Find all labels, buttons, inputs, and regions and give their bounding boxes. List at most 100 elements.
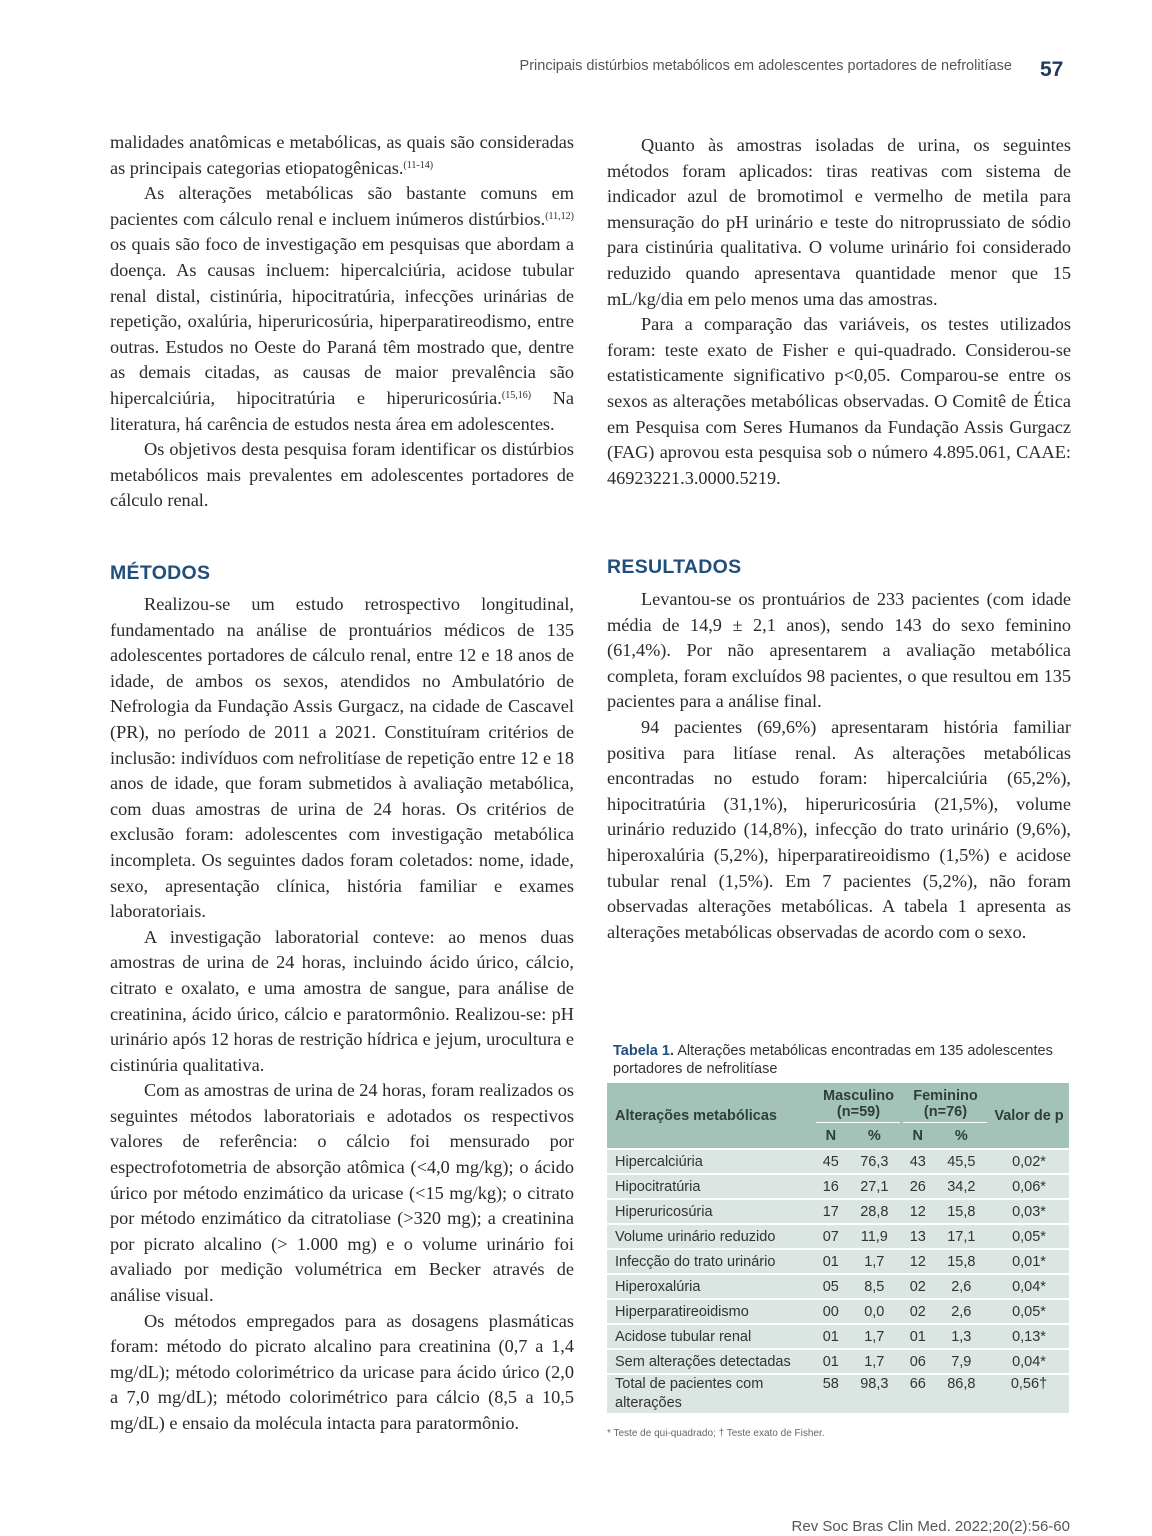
cell-female-n: 02: [901, 1298, 934, 1324]
col-header-female: Feminino (n=76): [903, 1088, 988, 1123]
cell-alteration: Infecção do trato urinário: [607, 1248, 815, 1274]
cell-male-pct: 1,7: [846, 1323, 902, 1349]
cell-female-pct: 17,1: [933, 1223, 989, 1249]
cell-pvalue: 0,02*: [989, 1148, 1069, 1174]
cell-female-pct: 86,8: [933, 1373, 989, 1413]
col-header-pvalue: Valor de p: [989, 1083, 1069, 1149]
cell-male-n: 58: [815, 1373, 847, 1413]
cell-male-pct: 11,9: [846, 1223, 902, 1249]
cell-female-pct: 1,3: [933, 1323, 989, 1349]
col-header-n: N: [901, 1123, 934, 1149]
table-row: Hiperuricosúria 17 28,8 12 15,8 0,03*: [607, 1198, 1069, 1224]
col-header-male: Masculino (n=59): [816, 1088, 901, 1123]
cell-female-n: 01: [901, 1323, 934, 1349]
methods-column: Realizou-se um estudo retrospectivo long…: [110, 592, 574, 1437]
paragraph: As alterações metabólicas são bastante c…: [110, 181, 574, 437]
cell-alteration: Hipercalciúria: [607, 1148, 815, 1174]
cell-pvalue: 0,05*: [989, 1223, 1069, 1249]
page-number: 57: [1040, 58, 1064, 81]
table-row: Hiperparatireoidismo 00 0,0 02 2,6 0,05*: [607, 1298, 1069, 1324]
col-header-pct: %: [846, 1123, 902, 1149]
results-column: Levantou-se os prontuários de 233 pacien…: [607, 587, 1071, 945]
table-row: Volume urinário reduzido 07 11,9 13 17,1 0,05…: [607, 1223, 1069, 1249]
cell-pvalue: 0,04*: [989, 1348, 1069, 1374]
table-footnote: * Teste de qui-quadrado; † Teste exato d…: [607, 1428, 825, 1439]
table-row: Acidose tubular renal 01 1,7 01 1,3 0,13*: [607, 1323, 1069, 1349]
cell-pvalue: 0,01*: [989, 1248, 1069, 1274]
citation: (11-14): [403, 159, 434, 171]
table-caption: Tabela 1. Alterações metabólicas encontr…: [613, 1043, 1073, 1078]
right-column: Quanto às amostras isoladas de urina, os…: [607, 133, 1071, 491]
results-heading: RESULTADOS: [607, 556, 742, 578]
cell-female-n: 02: [901, 1273, 934, 1299]
paragraph: A investigação laboratorial conteve: ao …: [110, 926, 574, 1075]
cell-male-pct: 0,0: [846, 1298, 902, 1324]
caption-text: Alterações metabólicas encontradas em 13…: [613, 1043, 1053, 1077]
cell-male-n: 17: [815, 1198, 847, 1224]
cell-alteration: Hiperoxalúria: [607, 1273, 815, 1299]
table-row: Total de pacientes com alterações 58 98,3 6…: [607, 1373, 1069, 1413]
cell-alteration: Total de pacientes com alterações: [607, 1373, 815, 1413]
paragraph: Para a comparação das variáveis, os test…: [607, 314, 1071, 488]
table-row: Hipocitratúria 16 27,1 26 34,2 0,06*: [607, 1173, 1069, 1199]
cell-male-n: 45: [815, 1148, 847, 1174]
paragraph: Realizou-se um estudo retrospectivo long…: [110, 594, 574, 922]
cell-male-n: 16: [815, 1173, 847, 1199]
text: Na literatura, há carência de estudos ne…: [110, 387, 575, 434]
paragraph: Levantou-se os prontuários de 233 pacien…: [607, 589, 1071, 712]
cell-pvalue: 0,56†: [989, 1373, 1069, 1413]
cell-male-n: 00: [815, 1298, 847, 1324]
paragraph: Os objetivos desta pesquisa foram identi…: [110, 439, 574, 511]
cell-female-n: 12: [901, 1198, 934, 1224]
col-header-n: N: [815, 1123, 847, 1149]
cell-alteration: Sem alterações detectadas: [607, 1348, 815, 1374]
cell-alteration: Hipocitratúria: [607, 1173, 815, 1199]
paragraph: 94 pacientes (69,6%) apresentaram histór…: [607, 716, 1071, 942]
cell-female-n: 26: [901, 1173, 934, 1199]
text: os quais são foco de investigação em pes…: [110, 234, 574, 408]
left-column: malidades anatômicas e metabólicas, as q…: [110, 130, 574, 514]
col-header-pct: %: [933, 1123, 989, 1149]
cell-male-n: 01: [815, 1348, 847, 1374]
col-header-alteration: Alterações metabólicas: [607, 1083, 815, 1149]
cell-pvalue: 0,05*: [989, 1298, 1069, 1324]
cell-female-n: 06: [901, 1348, 934, 1374]
cell-male-n: 07: [815, 1223, 847, 1249]
cell-male-pct: 28,8: [846, 1198, 902, 1224]
cell-male-pct: 1,7: [846, 1248, 902, 1274]
cell-female-pct: 2,6: [933, 1298, 989, 1324]
metabolic-table: Alterações metabólicas Masculino (n=59) …: [607, 1083, 1069, 1413]
table-row: Sem alterações detectadas 01 1,7 06 7,9 0,04*: [607, 1348, 1069, 1374]
cell-alteration: Hiperparatireoidismo: [607, 1298, 815, 1324]
cell-female-n: 12: [901, 1248, 934, 1274]
table-row: Hiperoxalúria 05 8,5 02 2,6 0,04*: [607, 1273, 1069, 1299]
paragraph: Com as amostras de urina de 24 horas, fo…: [110, 1080, 574, 1306]
cell-male-n: 01: [815, 1323, 847, 1349]
cell-female-n: 43: [901, 1148, 934, 1174]
running-title: Principais distúrbios metabólicos em ado…: [519, 58, 1012, 74]
paragraph: malidades anatômicas e metabólicas, as q…: [110, 130, 574, 181]
cell-male-n: 01: [815, 1248, 847, 1274]
cell-female-pct: 34,2: [933, 1173, 989, 1199]
cell-alteration: Hiperuricosúria: [607, 1198, 815, 1224]
cell-alteration: Acidose tubular renal: [607, 1323, 815, 1349]
cell-male-pct: 27,1: [846, 1173, 902, 1199]
cell-female-pct: 15,8: [933, 1198, 989, 1224]
caption-label: Tabela 1.: [613, 1043, 674, 1059]
cell-female-pct: 7,9: [933, 1348, 989, 1374]
citation-footer: Rev Soc Bras Clin Med. 2022;20(2):56-60: [791, 1518, 1070, 1535]
cell-pvalue: 0,04*: [989, 1273, 1069, 1299]
cell-male-n: 05: [815, 1273, 847, 1299]
cell-female-pct: 15,8: [933, 1248, 989, 1274]
methods-heading: MÉTODOS: [110, 562, 211, 584]
table-row: Infecção do trato urinário 01 1,7 12 15,8 0,0…: [607, 1248, 1069, 1274]
cell-male-pct: 98,3: [846, 1373, 902, 1413]
table-row: Hipercalciúria 45 76,3 43 45,5 0,02*: [607, 1148, 1069, 1174]
cell-male-pct: 8,5: [846, 1273, 902, 1299]
text: As alterações metabólicas são bastante c…: [110, 183, 574, 229]
cell-pvalue: 0,03*: [989, 1198, 1069, 1224]
citation: (11,12): [545, 210, 574, 222]
cell-female-pct: 2,6: [933, 1273, 989, 1299]
paragraph: Os métodos empregados para as dosagens p…: [110, 1310, 574, 1433]
cell-female-pct: 45,5: [933, 1148, 989, 1174]
